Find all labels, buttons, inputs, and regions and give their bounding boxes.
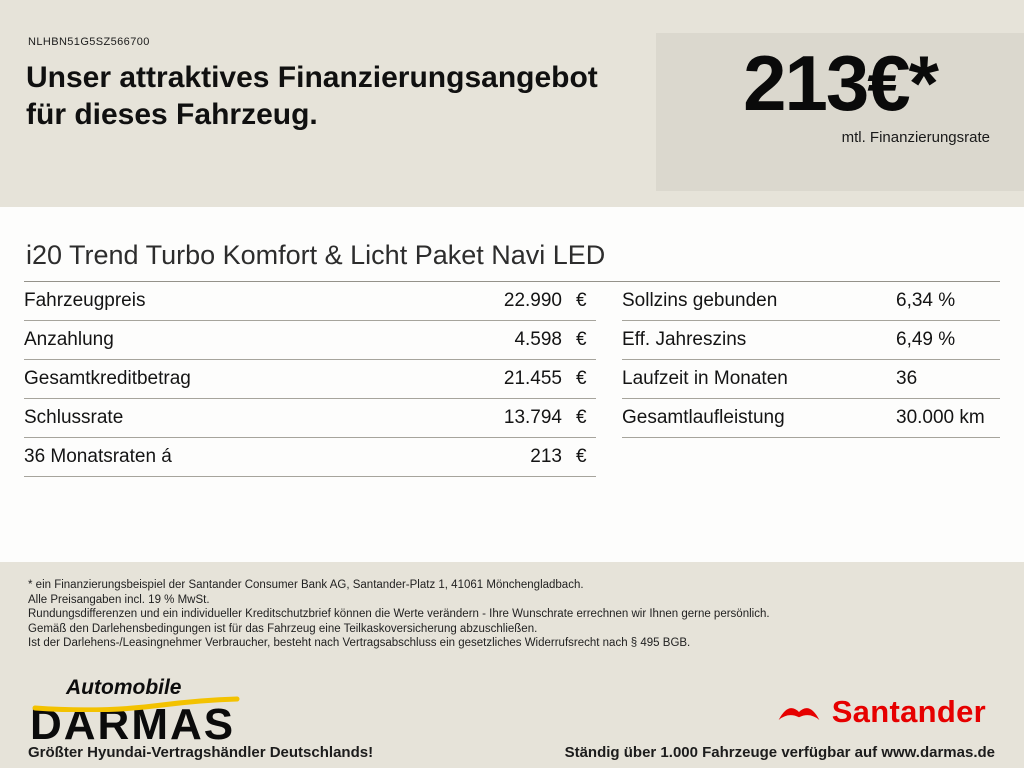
footnote-line: Rundungsdifferenzen und ein individuelle… xyxy=(28,608,770,620)
footnote-line: * ein Finanzierungsbeispiel der Santande… xyxy=(28,579,584,591)
row-unit: € xyxy=(576,367,587,389)
row-label: Gesamtlaufleistung xyxy=(622,406,785,428)
finance-details-panel: i20 Trend Turbo Komfort & Licht Paket Na… xyxy=(0,207,1024,562)
offer-headline-line1: Unser attraktives Finanzierungsangebot xyxy=(26,61,598,94)
table-row: Sollzins gebunden 6,34 % xyxy=(622,282,1000,321)
monthly-rate-panel: 213€* mtl. Finanzierungsrate xyxy=(656,33,1024,191)
table-row: Schlussrate 13.794 € xyxy=(24,399,596,438)
row-label: Gesamtkreditbetrag xyxy=(24,367,191,389)
table-row: Eff. Jahreszins 6,49 % xyxy=(622,321,1000,360)
table-row: Laufzeit in Monaten 36 xyxy=(622,360,1000,399)
dealer-logo-script-text: Automobile xyxy=(66,676,182,699)
bank-tagline: Ständig über 1.000 Fahrzeuge verfügbar a… xyxy=(564,744,995,761)
row-label: Eff. Jahreszins xyxy=(622,328,747,350)
footnote-line: Ist der Darlehens-/Leasingnehmer Verbrau… xyxy=(28,637,691,649)
row-label: 36 Monatsraten á xyxy=(24,445,172,467)
row-label: Laufzeit in Monaten xyxy=(622,367,788,389)
row-unit: € xyxy=(576,445,587,467)
finance-table: Fahrzeugpreis 22.990 € Anzahlung 4.598 €… xyxy=(24,282,1000,477)
swoosh-icon xyxy=(32,696,240,712)
finance-table-left-column: Fahrzeugpreis 22.990 € Anzahlung 4.598 €… xyxy=(24,282,596,477)
vin-number: NLHBN51G5SZ566700 xyxy=(28,36,150,48)
row-unit: € xyxy=(576,328,587,350)
table-row: Anzahlung 4.598 € xyxy=(24,321,596,360)
header-band: NLHBN51G5SZ566700 Unser attraktives Fina… xyxy=(0,0,1024,207)
row-label: Fahrzeugpreis xyxy=(24,289,146,311)
bank-logo-wordmark: Santander xyxy=(831,694,986,729)
row-value: 213 xyxy=(530,445,562,467)
row-value: 6,49 % xyxy=(896,328,956,350)
title-divider xyxy=(24,280,1000,282)
offer-headline: Unser attraktives Finanzierungsangebot f… xyxy=(26,60,598,133)
row-value: 36 xyxy=(896,367,918,389)
row-unit: € xyxy=(576,406,587,428)
row-value: 6,34 % xyxy=(896,289,956,311)
footnote-line: Gemäß den Darlehensbedingungen ist für d… xyxy=(28,622,538,635)
row-unit: € xyxy=(576,289,587,311)
vehicle-title: i20 Trend Turbo Komfort & Licht Paket Na… xyxy=(26,240,606,270)
row-value: 21.455 xyxy=(503,367,562,389)
row-value: 13.794 xyxy=(503,406,562,428)
santander-flame-icon xyxy=(778,708,820,720)
row-value: 30.000 km xyxy=(896,406,985,428)
table-row: Gesamtlaufleistung 30.000 km xyxy=(622,399,1000,438)
dealer-tagline: Größter Hyundai-Vertragshändler Deutschl… xyxy=(28,744,374,761)
legal-footnotes: * ein Finanzierungsbeispiel der Santande… xyxy=(28,578,770,651)
row-label: Schlussrate xyxy=(24,406,124,428)
offer-headline-line2: für dieses Fahrzeug. xyxy=(26,97,318,131)
row-value: 4.598 xyxy=(514,328,562,350)
footnote-line: Alle Preisangaben incl. 19 % MwSt. xyxy=(28,593,210,606)
table-row: Gesamtkreditbetrag 21.455 € xyxy=(24,360,596,399)
table-row: Fahrzeugpreis 22.990 € xyxy=(24,282,596,321)
bank-logo: Santander xyxy=(776,694,986,730)
row-label: Anzahlung xyxy=(24,328,114,350)
finance-table-right-column: Sollzins gebunden 6,34 % Eff. Jahreszins… xyxy=(622,282,1000,477)
row-label: Sollzins gebunden xyxy=(622,289,778,311)
dealer-logo: Automobile DARMAS xyxy=(30,676,290,747)
table-row: 36 Monatsraten á 213 € xyxy=(24,438,596,477)
monthly-rate-value: 213€* xyxy=(743,39,939,127)
monthly-rate-caption: mtl. Finanzierungsrate xyxy=(841,128,990,146)
row-value: 22.990 xyxy=(503,289,562,311)
